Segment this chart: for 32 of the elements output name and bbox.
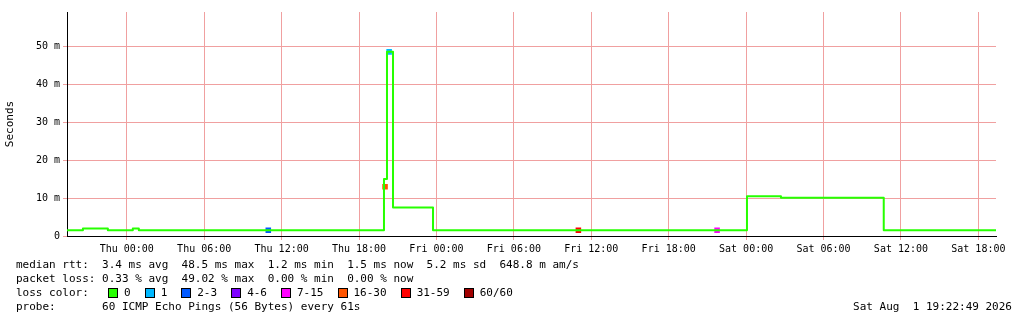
y-tick-label: 50 m bbox=[35, 39, 60, 51]
y-tick-label: 30 m bbox=[35, 115, 60, 127]
legend-label: 4-6 bbox=[247, 286, 267, 300]
x-tick-label: Fri 12:00 bbox=[564, 242, 619, 254]
x-tick-label: Sat 06:00 bbox=[796, 242, 851, 254]
legend-label: 16-30 bbox=[353, 286, 387, 300]
y-tick-label: 20 m bbox=[35, 153, 60, 165]
x-tick-label: Sat 00:00 bbox=[719, 242, 774, 254]
legend-label: 7-15 bbox=[297, 286, 324, 300]
text: packet loss: 0.33 % avg 49.02 % max 0.00 % min 0.00 % now bbox=[16, 272, 415, 286]
legend-title: loss color: bbox=[16, 286, 90, 300]
text: probe: 60 ICMP Echo Pings (56 Bytes) every 61s bbox=[16, 300, 361, 314]
x-tick-label: Sat 18:00 bbox=[951, 242, 1006, 254]
text: Sat Aug 1 19:22:49 2026 bbox=[853, 300, 1012, 314]
legend-label: 31-59 bbox=[416, 286, 450, 300]
x-tick-label: Fri 00:00 bbox=[409, 242, 464, 254]
legend-label: 1 bbox=[160, 286, 168, 300]
y-tick-label: 10 m bbox=[35, 191, 60, 203]
x-tick-label: Fri 06:00 bbox=[486, 242, 541, 254]
x-tick-label: Thu 00:00 bbox=[99, 242, 154, 254]
x-tick-label: Thu 06:00 bbox=[177, 242, 232, 254]
legend-label: 0 bbox=[124, 286, 131, 300]
x-tick-label: Thu 18:00 bbox=[331, 242, 387, 254]
legend-label: 2-3 bbox=[197, 286, 218, 300]
text: median rtt: 3.4 ms avg 48.5 ms max 1.2 ms min 1.5 ms now 5.2 ms sd 648.8 m am/s bbox=[16, 258, 580, 272]
y-tick-label: 0 bbox=[53, 229, 60, 241]
x-tick-label: Fri 18:00 bbox=[641, 242, 696, 254]
y-axis-title: Seconds bbox=[3, 100, 17, 148]
x-tick-label: Thu 12:00 bbox=[254, 242, 309, 254]
legend-label: 60/60 bbox=[479, 286, 513, 300]
y-tick-label: 40 m bbox=[35, 77, 60, 89]
x-tick-label: Sat 12:00 bbox=[873, 242, 929, 254]
